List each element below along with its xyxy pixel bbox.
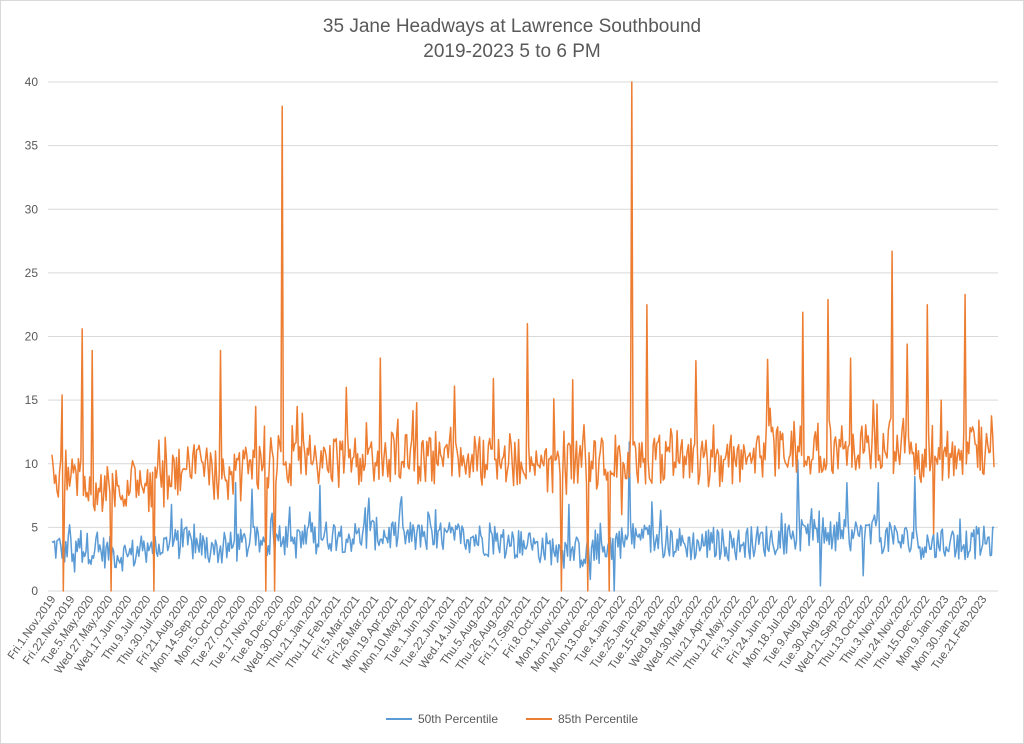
legend-swatch-85th <box>526 718 552 720</box>
series-line-85th <box>51 81 995 592</box>
chart-title: 35 Jane Headways at Lawrence Southbound <box>322 16 702 37</box>
y-tick-label: 25 <box>25 266 39 280</box>
y-tick-label: 5 <box>31 520 38 534</box>
legend: 50th Percentile 85th Percentile <box>0 712 1024 726</box>
legend-item-50th: 50th Percentile <box>385 712 498 726</box>
legend-label-85th: 85th Percentile <box>558 712 639 726</box>
legend-swatch-50th <box>385 718 412 720</box>
y-tick-label: 35 <box>25 139 39 153</box>
legend-label-50th: 50th Percentile <box>417 712 498 726</box>
gridlines <box>48 81 998 592</box>
series-lines <box>51 81 995 592</box>
chart-subtitle: 2019-2023 5 to 6 PM <box>423 41 601 62</box>
y-tick-label: 40 <box>25 75 39 89</box>
y-tick-label: 0 <box>31 584 38 598</box>
x-axis-tick-labels: Fri.1.Nov.2019Fri.22.Nov.2019Tue.5.May.2… <box>6 594 990 676</box>
legend-item-85th: 85th Percentile <box>526 712 638 726</box>
y-axis-tick-labels: 0 5 10 15 20 25 30 35 40 <box>25 75 39 598</box>
y-tick-label: 30 <box>25 202 39 216</box>
y-tick-label: 15 <box>25 393 39 407</box>
y-tick-label: 20 <box>25 330 39 344</box>
y-tick-label: 10 <box>25 457 39 471</box>
series-line-50th <box>51 441 995 592</box>
